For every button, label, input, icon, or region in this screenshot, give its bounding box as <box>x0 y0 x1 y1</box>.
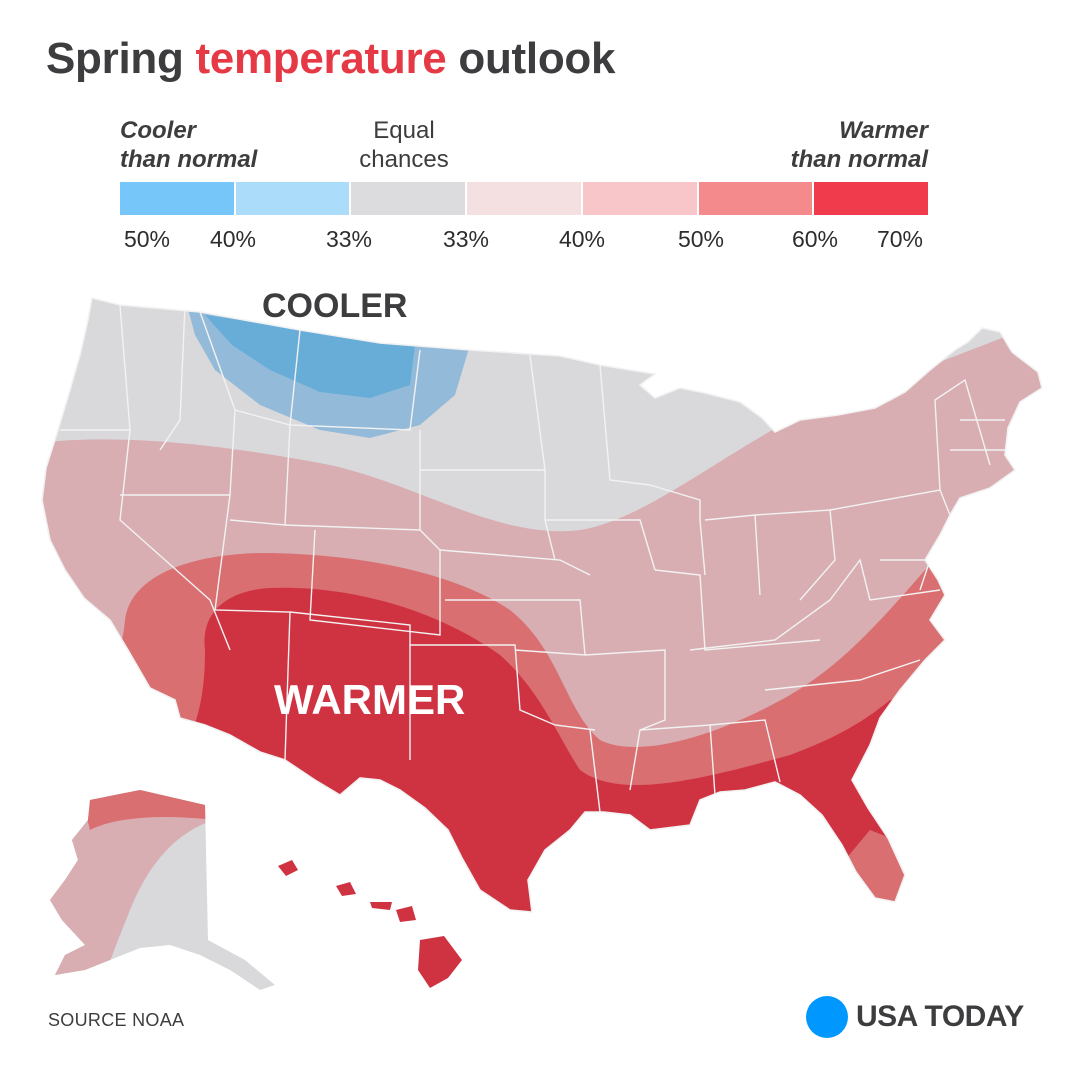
alaska-warmer-medium <box>50 790 215 990</box>
legend-cooler-line1: Cooler <box>120 117 197 144</box>
warmer-map-label: WARMER <box>274 676 466 723</box>
cooler-map-label: COOLER <box>262 287 408 325</box>
source-credit: SOURCE NOAA <box>48 1010 185 1030</box>
alaska <box>50 790 275 990</box>
legend-equal-line2: chances <box>359 146 449 173</box>
title-highlight: temperature <box>195 34 447 83</box>
hawaii-maui <box>396 906 416 922</box>
brand-name: USA TODAY <box>856 1000 1024 1033</box>
alaska-warmer-strong <box>80 790 215 830</box>
legend-tick-2: 40% <box>209 226 257 252</box>
state-boundaries <box>60 304 1010 813</box>
hawaii-molokai <box>370 902 392 910</box>
legend-swatch-6 <box>698 182 815 215</box>
legend-tick-7: 60% <box>791 226 839 252</box>
legend-swatch-7 <box>814 182 929 215</box>
legend-swatch-3 <box>351 182 468 215</box>
legend-tick-1: 50% <box>123 226 171 252</box>
legend-warmer-caption: Warmer than normal <box>791 116 928 174</box>
hawaii-big-island <box>418 936 462 988</box>
hawaii <box>278 860 462 988</box>
usa-today-logo: USA TODAY <box>806 996 1024 1038</box>
brand-dot-icon <box>806 996 848 1038</box>
legend-tick-8: 70% <box>876 226 924 252</box>
legend-equal-line1: Equal <box>373 117 435 144</box>
contiguous-us <box>41 297 1043 913</box>
page-title: Spring temperature outlook <box>46 34 615 84</box>
legend-swatch-2 <box>235 182 352 215</box>
legend-tick-5: 40% <box>558 226 606 252</box>
cooler-zone-inner <box>205 315 415 398</box>
legend-equal-caption: Equal chances <box>354 116 454 174</box>
legend-swatch-5 <box>582 182 699 215</box>
legend-tick-3: 33% <box>325 226 373 252</box>
hawaii-kauai <box>278 860 298 876</box>
legend-swatch-4 <box>467 182 583 215</box>
legend-cooler-caption: Cooler than normal <box>120 116 257 174</box>
legend-swatch-1 <box>120 182 236 215</box>
legend-cooler-line2: than normal <box>120 146 258 173</box>
legend-warmer-line2: than normal <box>790 146 928 173</box>
legend-tick-4: 33% <box>442 226 490 252</box>
legend-tick-6: 50% <box>677 226 725 252</box>
title-part2: outlook <box>446 34 616 83</box>
hawaii-oahu <box>336 882 356 896</box>
legend-color-scale <box>120 182 929 215</box>
title-part1: Spring <box>46 34 196 83</box>
legend-warmer-line1: Warmer <box>839 117 928 144</box>
